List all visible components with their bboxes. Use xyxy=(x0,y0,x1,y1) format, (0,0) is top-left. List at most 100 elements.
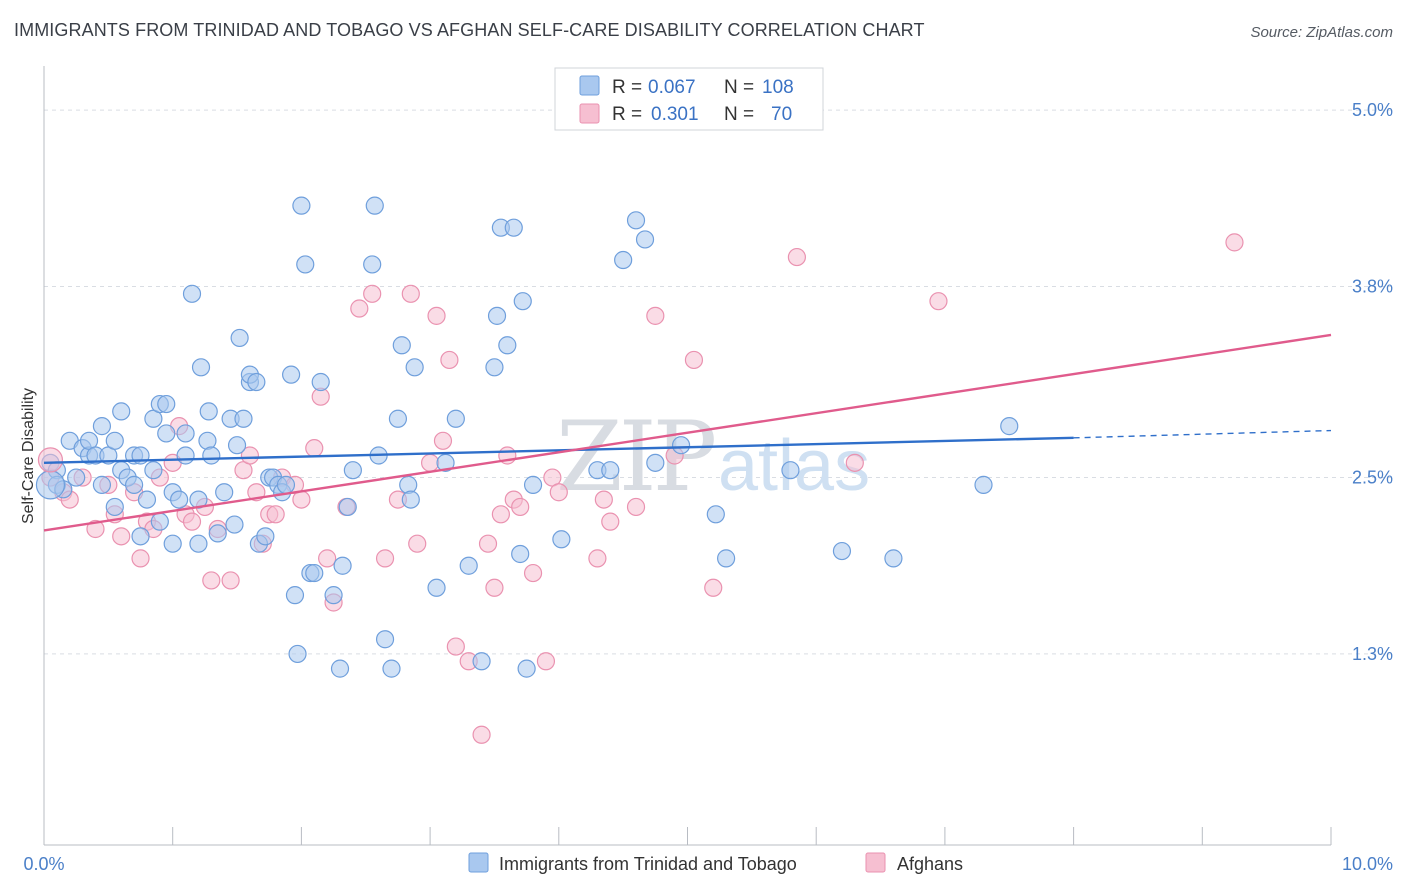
legend-n-value-1: 108 xyxy=(762,77,794,98)
point-blue-70 xyxy=(343,461,362,480)
point-pink-4 xyxy=(86,519,105,539)
trend-line-pink xyxy=(43,333,1332,532)
watermark: ZIP atlas xyxy=(556,401,870,513)
legend-n-label-1: N = xyxy=(724,77,754,98)
point-pink-54 xyxy=(523,563,543,583)
point-blue-75 xyxy=(382,659,401,678)
point-pink-37 xyxy=(375,549,395,568)
point-blue-57 xyxy=(276,475,296,494)
point-blue-24 xyxy=(144,461,163,480)
legend: R = 0.067 N = 108 R = 0.301 N = 70 xyxy=(554,67,824,131)
point-pink-49 xyxy=(485,578,504,597)
point-blue-64 xyxy=(305,563,324,583)
point-blue-86 xyxy=(485,358,504,377)
point-blue-14 xyxy=(112,402,131,421)
point-blue-109 xyxy=(1000,417,1019,436)
point-pink-35 xyxy=(350,299,369,318)
point-blue-61 xyxy=(292,196,311,215)
source-label: Source: ZipAtlas.com xyxy=(1250,24,1393,41)
point-blue-20 xyxy=(131,527,150,546)
point-pink-66 xyxy=(787,247,806,267)
point-pink-59 xyxy=(594,490,613,509)
point-blue-77 xyxy=(392,336,411,355)
point-pink-64 xyxy=(684,350,704,370)
point-blue-91 xyxy=(511,544,530,564)
point-pink-26 xyxy=(266,505,285,524)
point-blue-cluster xyxy=(35,470,66,500)
point-blue-65 xyxy=(311,372,330,392)
point-blue-30 xyxy=(163,534,182,553)
point-pink-48 xyxy=(478,534,498,553)
point-blue-62 xyxy=(296,255,315,274)
point-blue-19 xyxy=(124,475,144,494)
point-blue-98 xyxy=(614,250,633,270)
point-blue-68 xyxy=(333,556,352,575)
point-blue-71 xyxy=(363,255,382,274)
point-blue-106 xyxy=(832,541,852,561)
legend-r-label-1: R = xyxy=(612,77,642,98)
y-tick-label-1: 3.8% xyxy=(1352,276,1393,296)
legend-box xyxy=(554,67,824,131)
point-blue-99 xyxy=(626,211,646,230)
point-blue-107 xyxy=(884,549,903,568)
legend-swatch-pink xyxy=(579,103,600,124)
point-blue-82 xyxy=(436,453,455,472)
point-blue-12 xyxy=(105,431,124,450)
bottom-legend-swatch-pink xyxy=(865,852,886,873)
point-pink-22 xyxy=(240,446,260,465)
point-blue-60 xyxy=(288,644,307,664)
point-blue-79 xyxy=(401,490,420,509)
point-blue-18 xyxy=(92,417,112,436)
point-pink-40 xyxy=(408,534,427,553)
point-blue-50 xyxy=(247,372,266,392)
legend-n-value-2: 70 xyxy=(771,104,792,125)
point-blue-47 xyxy=(234,409,253,428)
point-pink-36 xyxy=(363,284,382,303)
point-blue-52 xyxy=(256,527,275,546)
point-pink-43 xyxy=(433,431,453,450)
point-blue-34 xyxy=(182,284,202,303)
point-pink-50 xyxy=(491,505,510,524)
point-blue-69 xyxy=(338,497,357,517)
point-blue-97 xyxy=(601,461,620,480)
bottom-legend-swatch-blue xyxy=(468,852,489,873)
point-blue-5 xyxy=(67,468,86,487)
watermark-zip: ZIP xyxy=(556,401,715,513)
point-pink-32 xyxy=(318,549,337,568)
x-tick-labels: 0.0% 10.0% xyxy=(23,854,1393,874)
point-blue-31 xyxy=(170,490,189,509)
point-blue-33 xyxy=(176,424,195,443)
point-blue-95 xyxy=(552,530,571,549)
legend-r-value-2: 0.301 xyxy=(651,104,699,125)
point-blue-13 xyxy=(105,497,124,517)
chart-title: IMMIGRANTS FROM TRINIDAD AND TOBAGO VS A… xyxy=(14,20,925,40)
point-blue-41 xyxy=(208,524,227,543)
trend-line-blue-extension xyxy=(1073,429,1332,439)
point-pink-47 xyxy=(472,725,491,744)
point-blue-102 xyxy=(671,436,691,455)
y-axis-title: Self-Care Disability xyxy=(20,388,37,524)
point-blue-81 xyxy=(427,578,446,597)
legend-r-value-1: 0.067 xyxy=(648,77,696,98)
point-blue-22 xyxy=(137,490,157,509)
point-blue-36 xyxy=(189,534,208,553)
point-blue-101 xyxy=(646,453,665,472)
legend-r-label-2: R = xyxy=(612,104,642,125)
y-tick-label-3: 1.3% xyxy=(1352,644,1393,664)
point-pink-57 xyxy=(549,483,568,502)
point-blue-42 xyxy=(215,483,234,502)
bottom-legend: Immigrants from Trinidad and Tobago Afgh… xyxy=(468,852,963,874)
point-blue-37 xyxy=(191,358,211,377)
point-pink-60 xyxy=(601,512,620,531)
point-blue-66 xyxy=(324,586,343,605)
point-blue-32 xyxy=(176,446,195,465)
point-blue-108 xyxy=(974,475,993,494)
point-blue-74 xyxy=(375,630,395,649)
point-blue-104 xyxy=(717,549,736,568)
point-blue-103 xyxy=(706,505,725,524)
point-pink-29 xyxy=(292,490,311,509)
y-tick-label-2: 2.5% xyxy=(1352,468,1393,488)
point-blue-84 xyxy=(459,556,478,575)
y-tick-label-0: 5.0% xyxy=(1352,100,1393,120)
